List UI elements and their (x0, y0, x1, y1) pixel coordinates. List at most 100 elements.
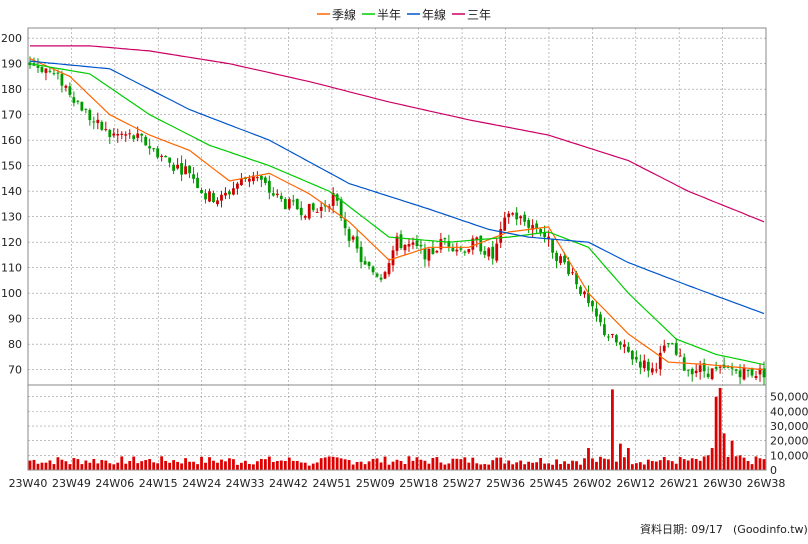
x-tick-label: 25W27 (443, 477, 482, 490)
volume-bar (371, 458, 375, 470)
candle-body (694, 370, 698, 374)
x-tick-label: 24W24 (182, 477, 221, 490)
candle-body (626, 346, 630, 352)
candle-body (403, 244, 407, 251)
volume-bar (686, 460, 690, 470)
volume-bar (630, 464, 634, 470)
volume-bar (579, 464, 582, 470)
volume-bar (694, 458, 698, 470)
volume-bar (192, 461, 195, 470)
candle-body (483, 250, 487, 255)
volume-bar (200, 456, 203, 470)
candle-body (539, 229, 543, 233)
candle-body (120, 133, 124, 135)
grid (27, 28, 767, 470)
volume-bar (72, 458, 76, 470)
candle-body (463, 251, 467, 253)
volume-bar (527, 461, 531, 470)
candle-body (754, 376, 758, 379)
volume-bar (714, 396, 718, 470)
volume-bar (515, 462, 519, 470)
price-tick-label: 180 (1, 83, 22, 96)
candle-body (690, 368, 694, 375)
volume-bar (248, 463, 251, 470)
price-tick-label: 160 (1, 134, 22, 147)
x-tick-label: 26W38 (747, 477, 786, 490)
volume-bar (156, 463, 160, 470)
volume-bar (595, 461, 598, 470)
volume-bar (575, 461, 578, 470)
candle-body (571, 272, 574, 274)
legend-item-quarter: 季線 (317, 7, 356, 22)
volume-bar (64, 461, 68, 470)
volume-bar (638, 462, 642, 470)
volume-bar (459, 459, 463, 470)
volume-bar (483, 464, 487, 470)
candle-body (200, 190, 203, 194)
volume-bar (188, 461, 191, 470)
candle-body (375, 273, 379, 277)
candle-body (503, 217, 507, 231)
volume-bar (291, 460, 295, 470)
price-tick-label: 140 (1, 185, 22, 198)
volume-bar (666, 460, 670, 470)
candle-body (124, 134, 128, 136)
candle-body (758, 368, 762, 375)
volume-bar (84, 460, 88, 470)
volume-bar (591, 458, 594, 470)
candle-body (240, 178, 243, 186)
volume-bar (40, 462, 44, 470)
candle-body (726, 366, 730, 368)
candle-body (567, 260, 570, 275)
candle-body (267, 180, 271, 193)
candle-body (531, 225, 535, 230)
candle-body (100, 121, 104, 130)
volume-bar (738, 455, 742, 470)
plot-frame (27, 27, 767, 471)
volume-bar (379, 462, 383, 470)
volume-bar (295, 460, 299, 470)
candle-body (559, 256, 562, 264)
candle-body (491, 246, 495, 259)
candle-body (164, 155, 168, 158)
candle-body (48, 70, 52, 72)
volume-bar (287, 457, 291, 470)
volume-bar (96, 463, 100, 470)
volume-bar (307, 465, 311, 470)
candle-body (395, 236, 399, 251)
volume-bar (395, 459, 399, 470)
candle-body (467, 248, 471, 253)
volume-bar (730, 440, 734, 470)
candle-body (224, 192, 227, 196)
volume-tick-label: 20,000 (770, 435, 808, 448)
candle-body (595, 308, 598, 317)
candle-body (323, 205, 327, 207)
candle-body (371, 266, 375, 273)
volume-bar (271, 461, 275, 470)
volume-bar (551, 464, 554, 470)
volume-bar (678, 457, 682, 470)
volume-bar (172, 460, 175, 470)
volume-bar (531, 462, 535, 470)
volume-bar (240, 462, 243, 470)
volume-tick-label: 10,000 (770, 449, 808, 462)
volume-bar (112, 464, 116, 470)
volume-bar (499, 457, 503, 470)
candle-body (64, 85, 68, 88)
volume-bar (411, 460, 415, 470)
candle-body (658, 352, 662, 370)
candle-body (730, 367, 734, 369)
x-tick-label: 24W42 (269, 477, 308, 490)
candle-body (407, 244, 411, 247)
volume-bar (535, 462, 539, 470)
volume-bar (44, 462, 48, 470)
legend-item-3year: 三年 (452, 8, 491, 22)
candle-body (196, 177, 199, 189)
volume-bar (423, 460, 427, 470)
candle-body (216, 200, 219, 205)
candle-body (76, 100, 80, 102)
candle-body (615, 335, 618, 343)
candle-body (208, 191, 211, 202)
